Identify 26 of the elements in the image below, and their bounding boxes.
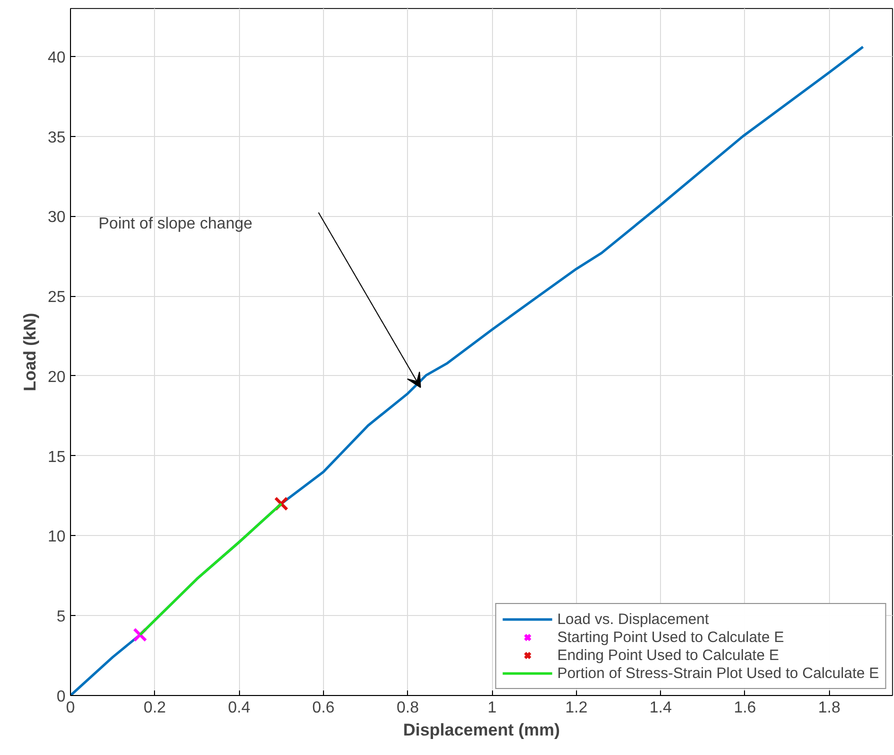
x-tick-label: 1 [488,700,497,716]
y-tick-label: 20 [48,368,66,386]
x-tick-label: 0.4 [228,700,250,716]
x-tick-label: 1.8 [818,700,840,716]
legend-label: Starting Point Used to Calculate E [557,628,784,646]
legend-label: Ending Point Used to Calculate E [557,646,779,664]
y-tick-label: 25 [48,289,66,306]
x-tick-label: 1.4 [650,700,672,716]
line-series [138,502,283,636]
x-tick-label: 0.6 [312,700,335,716]
legend-label: Portion of Stress-Strain Plot Used to Calculate E [557,664,879,682]
x-axis-title: Displacement (mm) [403,720,560,740]
x-tick-label: 0.8 [396,700,419,716]
y-tick-label: 35 [48,129,66,146]
annotation: Point of slope change [98,216,252,232]
y-tick-label: 40 [48,49,66,66]
y-tick-label: 10 [48,528,66,546]
legend-label: Load vs. Displacement [557,610,709,628]
y-tick-label: 30 [48,209,66,226]
y-tick-label: 15 [48,448,66,466]
x-tick-label: 1.2 [565,700,588,716]
x-tick-label: 0.2 [144,700,166,716]
x-tick-label: 1.6 [734,700,756,716]
y-axis-title: Load (kN) [20,312,40,392]
y-tick-label: 0 [56,688,66,706]
y-tick-label: 5 [56,608,66,626]
